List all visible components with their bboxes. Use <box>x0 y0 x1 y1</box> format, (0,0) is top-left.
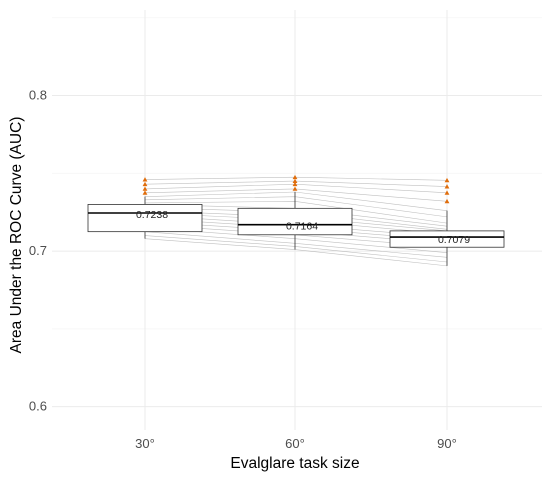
mean-value-label: 0.7164 <box>286 221 318 233</box>
outlier-point <box>444 184 450 189</box>
box-iqr <box>389 230 505 248</box>
x-tick-label: 30° <box>135 436 155 451</box>
y-tick-label: 0.7 <box>29 243 47 258</box>
y-tick-label: 0.6 <box>29 399 47 414</box>
box-plots <box>87 192 505 266</box>
mean-labels: 0.7238 0.7164 0.7079 <box>136 209 470 246</box>
y-axis-ticks: 0.6 0.7 0.8 <box>29 88 47 414</box>
mean-value-label: 0.7238 <box>136 209 168 221</box>
outlier-point <box>444 198 450 204</box>
x-tick-label: 90° <box>437 436 457 451</box>
mean-value-label: 0.7079 <box>438 234 470 246</box>
outlier-points <box>142 174 450 204</box>
x-axis-title: Evalglare task size <box>230 455 359 472</box>
outlier-point <box>142 181 148 187</box>
outlier-point <box>142 186 148 191</box>
box-iqr <box>87 204 203 233</box>
outlier-point <box>292 181 298 187</box>
x-tick-label: 60° <box>285 436 305 451</box>
y-axis-title: Area Under the ROC Curve (AUC) <box>8 117 25 354</box>
outlier-point <box>444 190 450 195</box>
y-tick-label: 0.8 <box>29 88 47 103</box>
box-iqr <box>237 207 353 236</box>
outlier-point <box>292 174 298 180</box>
outlier-point <box>142 190 148 195</box>
outlier-point <box>444 177 450 183</box>
outlier-point <box>292 178 298 184</box>
outlier-point <box>292 186 298 191</box>
outlier-point <box>142 177 148 182</box>
x-axis-ticks: 30° 60° 90° <box>135 436 457 451</box>
